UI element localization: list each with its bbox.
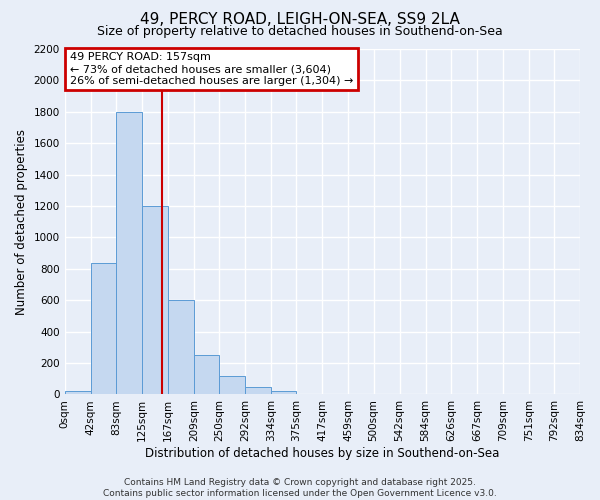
X-axis label: Distribution of detached houses by size in Southend-on-Sea: Distribution of detached houses by size … (145, 447, 500, 460)
Bar (194, 355, 219, 395)
Text: Size of property relative to detached houses in Southend-on-Sea: Size of property relative to detached ho… (97, 25, 503, 38)
Text: 49, PERCY ROAD, LEIGH-ON-SEA, SS9 2LA: 49, PERCY ROAD, LEIGH-ON-SEA, SS9 2LA (140, 12, 460, 28)
Bar (168, 300, 194, 394)
Bar (91, 262, 116, 394)
Bar (245, 386, 271, 394)
Bar (116, 112, 142, 395)
Bar (219, 376, 245, 394)
Y-axis label: Number of detached properties: Number of detached properties (15, 128, 28, 314)
Bar (142, 206, 168, 394)
Text: 49 PERCY ROAD: 157sqm
← 73% of detached houses are smaller (3,604)
26% of semi-d: 49 PERCY ROAD: 157sqm ← 73% of detached … (70, 52, 353, 86)
Bar (65, 390, 91, 394)
Text: Contains HM Land Registry data © Crown copyright and database right 2025.
Contai: Contains HM Land Registry data © Crown c… (103, 478, 497, 498)
Bar (271, 390, 296, 394)
